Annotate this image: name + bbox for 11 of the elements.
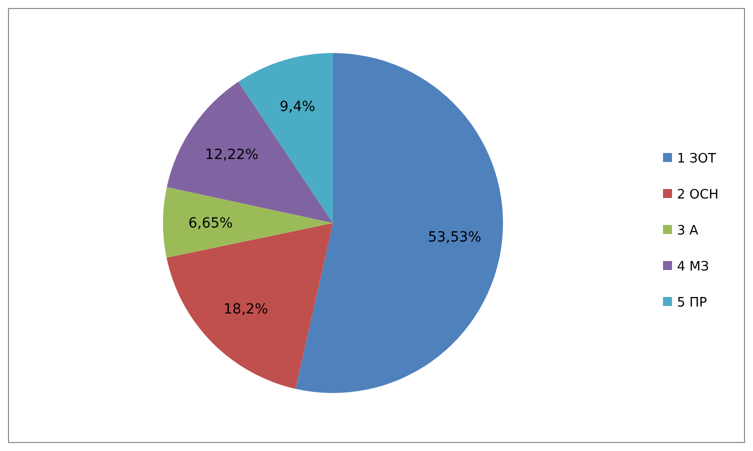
data-label: 6,65%: [188, 215, 233, 232]
legend-label: 2 ОСН: [677, 188, 718, 203]
data-label: 9,4%: [280, 98, 316, 115]
pie-slice: [163, 187, 333, 258]
legend-label: 1 ЗОТ: [677, 152, 716, 167]
legend-label: 3 А: [677, 224, 698, 239]
data-label: 12,22%: [205, 147, 258, 164]
legend-label: 5 ПР: [677, 296, 708, 311]
legend-label: 4 МЗ: [677, 260, 709, 275]
data-label: 18,2%: [224, 302, 268, 318]
data-label: 53,53%: [428, 229, 482, 246]
